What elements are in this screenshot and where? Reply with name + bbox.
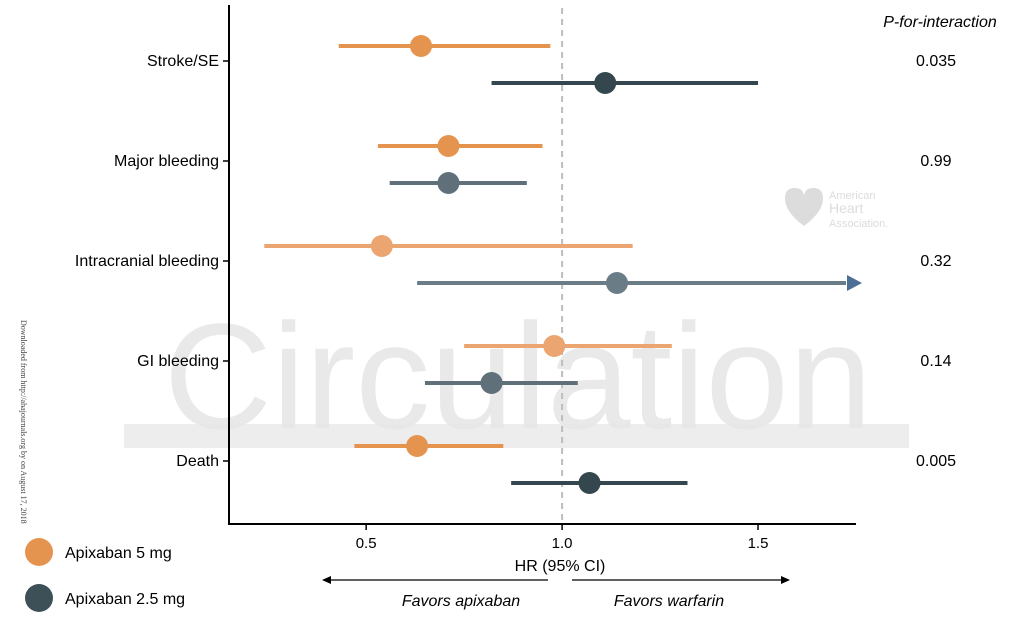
p-value: 0.005 bbox=[916, 453, 956, 470]
x-tick-label: 1.5 bbox=[748, 535, 769, 552]
favors-apixaban-arrowhead bbox=[322, 576, 331, 584]
x-ticks: 0.5 1.0 1.5 bbox=[356, 524, 769, 552]
hr-point bbox=[605, 272, 628, 294]
p-value: 0.99 bbox=[920, 153, 951, 170]
x-tick-label: 0.5 bbox=[356, 535, 377, 552]
hr-point bbox=[480, 372, 503, 394]
outcome-label: Intracranial bleeding bbox=[75, 253, 219, 270]
hr-point bbox=[370, 235, 393, 257]
favors-apixaban-label: Favors apixaban bbox=[402, 593, 520, 610]
aha-text-1: American bbox=[829, 190, 875, 202]
outcome-rows: Stroke/SE 0.035 Major bleeding 0.99 Intracra… bbox=[75, 35, 956, 494]
pvalue-header: P-for-interaction bbox=[883, 14, 997, 31]
p-value: 0.14 bbox=[920, 353, 951, 370]
hr-point bbox=[406, 435, 429, 457]
outcome-label: Stroke/SE bbox=[147, 53, 219, 70]
ci-arrowhead bbox=[847, 275, 862, 291]
p-value: 0.035 bbox=[916, 53, 956, 70]
legend-label-5mg: Apixaban 5 mg bbox=[65, 545, 172, 562]
outcome-label: Death bbox=[176, 453, 219, 470]
hr-point bbox=[437, 172, 460, 194]
legend: Apixaban 5 mg Apixaban 2.5 mg bbox=[25, 538, 185, 612]
outcome-label: GI bleeding bbox=[137, 353, 219, 370]
aha-text-3: Association. bbox=[829, 218, 888, 230]
favors-warfarin-label: Favors warfarin bbox=[614, 593, 724, 610]
legend-marker-5mg bbox=[25, 538, 53, 566]
x-tick-label: 1.0 bbox=[552, 535, 573, 552]
watermark-band bbox=[124, 424, 909, 448]
legend-marker-2-5mg bbox=[25, 584, 53, 612]
hr-point bbox=[578, 472, 601, 494]
hr-point bbox=[543, 335, 566, 357]
favors-warfarin-arrowhead bbox=[781, 576, 790, 584]
x-axis-label: HR (95% CI) bbox=[515, 558, 606, 575]
heart-torch-icon bbox=[785, 188, 823, 226]
hr-point bbox=[437, 135, 460, 157]
outcome-label: Major bleeding bbox=[114, 153, 219, 170]
download-watermark: Downloaded from http://ahajournals.org b… bbox=[19, 320, 28, 524]
favors-arrows bbox=[322, 576, 790, 584]
legend-label-2-5mg: Apixaban 2.5 mg bbox=[65, 591, 185, 608]
aha-text-2: Heart bbox=[829, 200, 863, 216]
hr-point bbox=[410, 35, 433, 57]
hr-point bbox=[594, 72, 617, 94]
p-value: 0.32 bbox=[920, 253, 951, 270]
aha-logo: American Heart Association. bbox=[785, 188, 888, 230]
